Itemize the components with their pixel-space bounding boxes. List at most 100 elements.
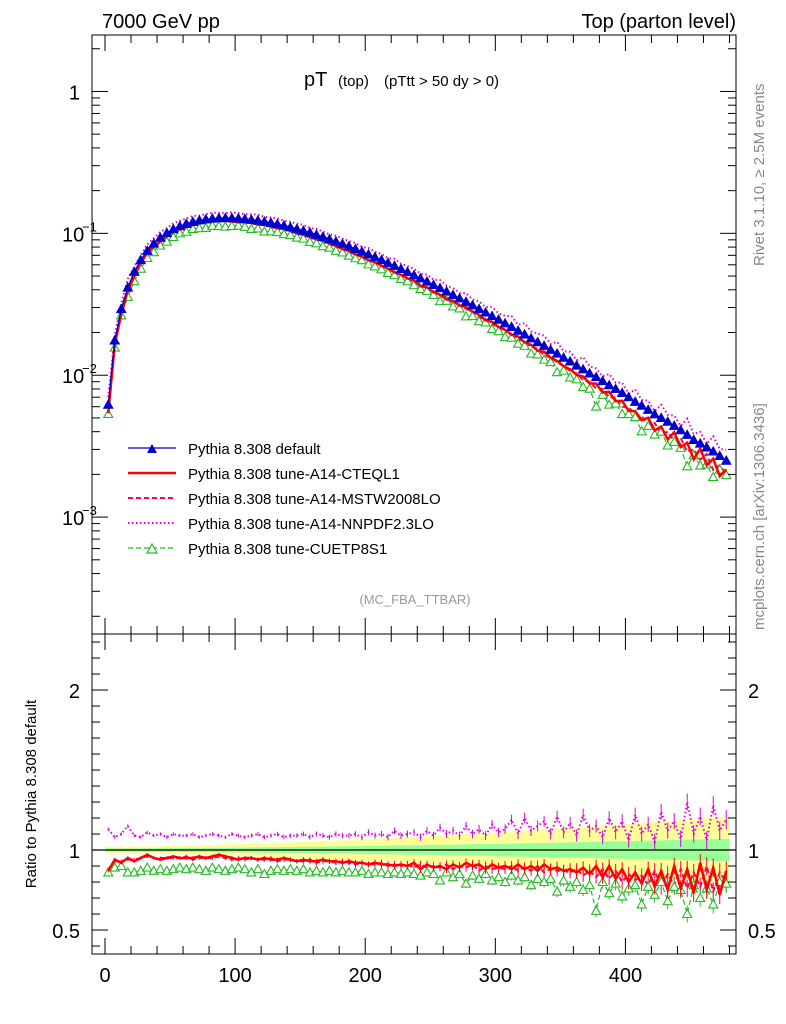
main-point-default — [109, 334, 121, 345]
main-point-default — [655, 412, 667, 422]
main-point-default — [102, 399, 114, 409]
main-point-cuetp8s1 — [668, 436, 680, 446]
main-point-default — [675, 424, 687, 435]
main-point-cuetp8s1 — [258, 225, 270, 236]
main-point-default — [597, 375, 609, 386]
main-point-cuetp8s1 — [460, 310, 472, 321]
main-point-cuetp8s1 — [389, 269, 400, 280]
ratio-ytick-label-right: 0.5 — [748, 921, 776, 943]
main-point-cuetp8s1 — [415, 283, 426, 294]
main-point-cuetp8s1 — [343, 250, 355, 260]
legend-label-nnpdf: Pythia 8.308 tune-A14-NNPDF2.3LO — [188, 516, 434, 533]
main-point-cuetp8s1 — [642, 420, 654, 431]
ratio-point-cuetp8s1 — [551, 885, 563, 896]
main-point-default — [473, 303, 485, 314]
main-point-default — [519, 328, 531, 339]
ratio-point-cuetp8s1 — [232, 861, 244, 872]
main-point-default — [122, 281, 134, 292]
main-point-cuetp8s1 — [265, 225, 277, 236]
rivet-label: Rivet 3.1.10, ≥ 2.5M events — [751, 84, 768, 267]
main-point-default — [714, 450, 726, 460]
main-point-cuetp8s1 — [486, 323, 498, 334]
main-point-default — [317, 231, 329, 241]
main-point-default — [668, 420, 680, 430]
ratio-point-cuetp8s1 — [356, 865, 368, 875]
main-point-cuetp8s1 — [193, 222, 205, 233]
header-left: 7000 GeV pp — [102, 11, 220, 33]
main-point-default — [454, 292, 465, 303]
main-point-cuetp8s1 — [323, 242, 335, 252]
main-point-cuetp8s1 — [304, 236, 316, 247]
main-point-cuetp8s1 — [310, 237, 322, 248]
main-point-cuetp8s1 — [532, 348, 544, 359]
main-point-default — [707, 445, 719, 456]
main-ytick-label: 10 — [62, 224, 84, 246]
main-point-default — [720, 455, 732, 465]
main-point-default — [141, 245, 153, 255]
ratio-point-cuetp8s1 — [467, 869, 478, 880]
main-point-default — [538, 340, 550, 350]
main-point-default — [701, 441, 713, 452]
main-point-default — [382, 257, 394, 267]
main-point-cuetp8s1 — [337, 246, 348, 257]
ratio-line-cteql1 — [107, 853, 728, 896]
xtick-label: 300 — [479, 965, 512, 987]
main-title-cut: (pTtt > 50 dy > 0) — [384, 73, 499, 90]
ratio-point-cuetp8s1 — [616, 890, 628, 901]
ratio-point-cuetp8s1 — [154, 863, 166, 874]
legend-item-cteql1: Pythia 8.308 tune-A14-CTEQL1 — [128, 466, 400, 483]
ratio-point-cuetp8s1 — [141, 861, 153, 872]
main-point-default — [128, 266, 140, 276]
main-point-default — [571, 359, 583, 370]
legend-label-cuetp8s1: Pythia 8.308 tune-CUETP8S1 — [188, 541, 387, 558]
main-point-cuetp8s1 — [395, 273, 407, 284]
ratio-axis-ticks: 0.5 0.5 1 1 2 2 0 100 200 300 400 — [52, 634, 776, 987]
main-point-default — [447, 289, 459, 299]
main-point-default — [252, 214, 264, 225]
main-point-cuetp8s1 — [584, 383, 596, 393]
main-point-cuetp8s1 — [597, 389, 609, 399]
main-point-cuetp8s1 — [382, 267, 394, 277]
ratio-point-cuetp8s1 — [337, 865, 348, 875]
main-point-cuetp8s1 — [564, 371, 576, 382]
main-point-default — [564, 355, 576, 366]
main-point-default — [694, 437, 706, 448]
ratio-point-cuetp8s1 — [310, 865, 322, 875]
main-point-cuetp8s1 — [356, 254, 368, 265]
main-point-default — [389, 260, 400, 270]
legend-item-nnpdf: Pythia 8.308 tune-A14-NNPDF2.3LO — [128, 516, 434, 533]
ratio-point-cuetp8s1 — [584, 879, 596, 890]
main-point-default — [304, 227, 316, 237]
main-point-cuetp8s1 — [467, 310, 478, 321]
main-title: pT — [304, 69, 327, 91]
main-point-default — [271, 218, 283, 229]
ratio-point-cuetp8s1 — [636, 898, 648, 909]
ratio-point-cuetp8s1 — [122, 866, 134, 877]
ratio-point-cuetp8s1 — [297, 863, 309, 874]
main-point-default — [460, 296, 472, 306]
main-point-default — [499, 317, 511, 328]
ratio-point-cuetp8s1 — [421, 866, 433, 877]
main-point-default — [408, 269, 420, 280]
legend-item-default: Pythia 8.308 default — [128, 441, 321, 458]
main-point-default — [369, 251, 381, 262]
ratio-ytick-label: 1 — [69, 841, 80, 863]
main-point-cuetp8s1 — [434, 295, 446, 306]
main-point-cuetp8s1 — [707, 471, 719, 482]
main-point-cuetp8s1 — [616, 408, 628, 419]
main-point-default — [323, 233, 335, 244]
main-point-cuetp8s1 — [538, 354, 550, 364]
main-point-default — [467, 299, 478, 310]
main-point-default — [545, 344, 557, 354]
ratio-ytick-label-right: 2 — [748, 681, 759, 703]
main-point-cuetp8s1 — [278, 228, 290, 239]
main-point-default — [154, 232, 166, 242]
main-point-cuetp8s1 — [623, 408, 635, 419]
main-axis-ticks: 110−110−210−3 — [62, 35, 736, 634]
main-point-default — [532, 336, 544, 347]
ratio-point-cuetp8s1 — [174, 861, 186, 872]
ratio-point-cuetp8s1 — [239, 863, 251, 874]
main-point-cuetp8s1 — [506, 332, 518, 342]
xtick-label: 200 — [349, 965, 382, 987]
ratio-data-layer — [92, 793, 736, 923]
